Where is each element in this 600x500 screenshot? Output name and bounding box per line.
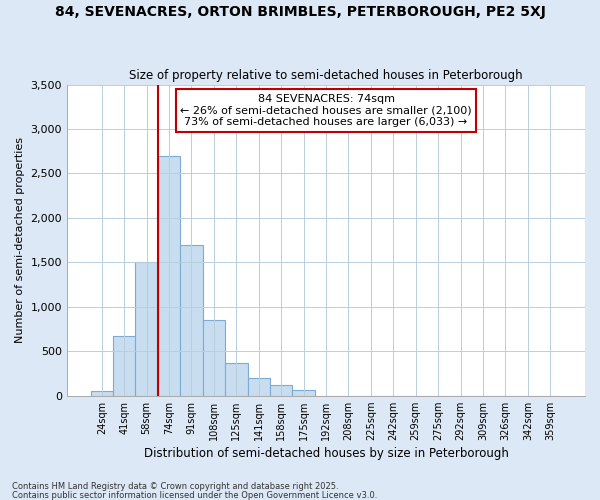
Bar: [158, 156, 180, 396]
Bar: [292, 390, 315, 396]
Text: Contains public sector information licensed under the Open Government Licence v3: Contains public sector information licen…: [12, 490, 377, 500]
Bar: [248, 378, 270, 396]
Text: 84, SEVENACRES, ORTON BRIMBLES, PETERBOROUGH, PE2 5XJ: 84, SEVENACRES, ORTON BRIMBLES, PETERBOR…: [55, 5, 545, 19]
Bar: [225, 363, 248, 396]
X-axis label: Distribution of semi-detached houses by size in Peterborough: Distribution of semi-detached houses by …: [143, 447, 508, 460]
Bar: [136, 262, 158, 396]
Text: Contains HM Land Registry data © Crown copyright and database right 2025.: Contains HM Land Registry data © Crown c…: [12, 482, 338, 491]
Bar: [91, 391, 113, 396]
Bar: [270, 385, 292, 396]
Text: 84 SEVENACRES: 74sqm
← 26% of semi-detached houses are smaller (2,100)
73% of se: 84 SEVENACRES: 74sqm ← 26% of semi-detac…: [180, 94, 472, 127]
Bar: [180, 244, 203, 396]
Bar: [203, 320, 225, 396]
Y-axis label: Number of semi-detached properties: Number of semi-detached properties: [15, 137, 25, 343]
Title: Size of property relative to semi-detached houses in Peterborough: Size of property relative to semi-detach…: [129, 69, 523, 82]
Bar: [113, 336, 136, 396]
